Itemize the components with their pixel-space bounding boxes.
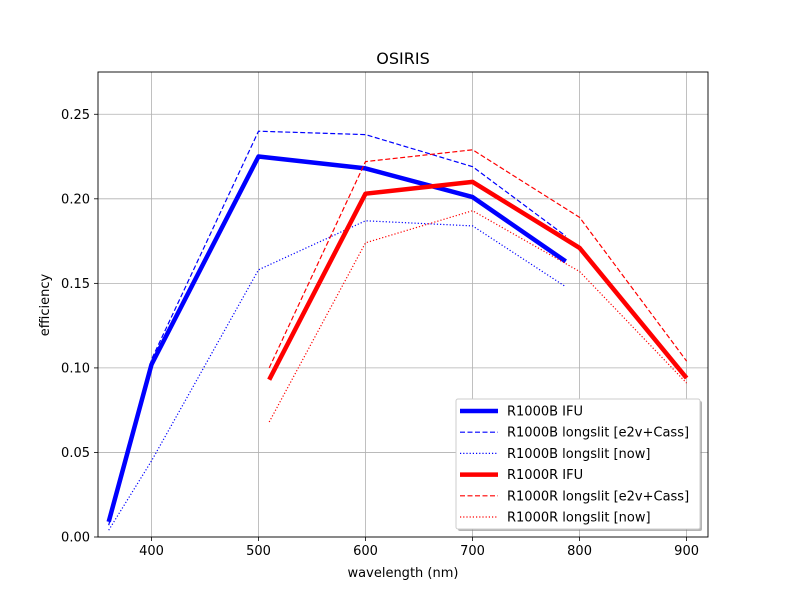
series-line-r1000b-ifu (106, 154, 567, 523)
y-tick-label: 0.25 (61, 108, 90, 123)
chart-title: OSIRIS (376, 49, 429, 68)
y-axis-label: efficiency (38, 273, 53, 336)
y-tick-label: 0.00 (61, 531, 90, 546)
y-tick-label: 0.10 (61, 361, 90, 376)
x-axis-label: wavelength (nm) (348, 566, 459, 581)
legend-label: R1000B longslit [now] (507, 447, 650, 462)
x-tick-label: 600 (353, 544, 378, 559)
series-line-r1000r-longslit-e2v-cass (268, 149, 688, 369)
legend: R1000B IFU R1000B longslit [e2v+Cass] R100… (455, 398, 702, 531)
series-line-r1000b-longslit-now (108, 220, 567, 531)
legend-box (455, 398, 701, 530)
x-tick-label: 900 (674, 544, 699, 559)
x-tick-label: 500 (246, 544, 271, 559)
x-tick-label: 700 (460, 544, 485, 559)
ticks: 400 500 600 700 800 900 0.00 0.05 0.10 0.15 0.20 0.… (61, 108, 699, 559)
plot-frame (97, 71, 709, 538)
legend-label: R1000R longslit [e2v+Cass] (507, 489, 689, 504)
series-lines (106, 130, 689, 531)
x-tick-label: 800 (567, 544, 592, 559)
series-line-r1000r-ifu (267, 179, 689, 381)
y-tick-label: 0.20 (61, 192, 90, 207)
legend-label: R1000B IFU (507, 405, 583, 420)
y-tick-label: 0.15 (61, 277, 90, 292)
legend-label: R1000B longslit [e2v+Cass] (507, 426, 689, 441)
series-line-r1000r-longslit-now (268, 210, 688, 423)
legend-label: R1000R longslit [now] (507, 511, 651, 526)
y-tick-label: 0.05 (61, 446, 90, 461)
legend-label: R1000R IFU (507, 468, 583, 483)
series-line-r1000b-longslit-e2v-cass (108, 130, 567, 526)
x-tick-label: 400 (139, 544, 164, 559)
